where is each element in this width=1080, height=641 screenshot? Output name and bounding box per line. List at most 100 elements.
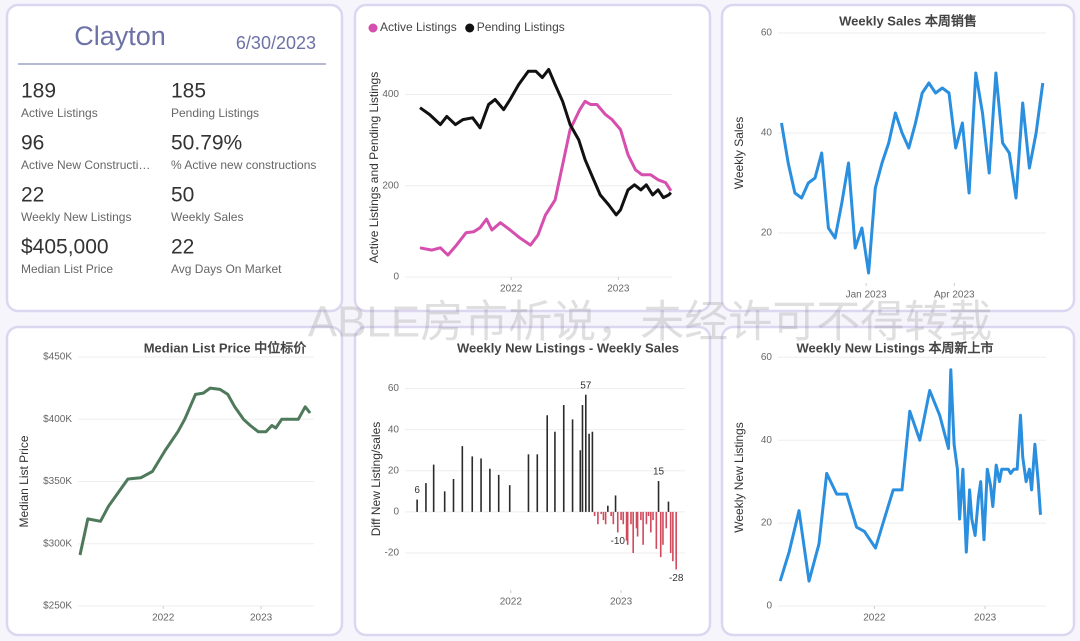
bar (588, 433, 590, 512)
bar (489, 468, 491, 512)
kpi-value: 185 (171, 80, 206, 103)
bar (642, 511, 644, 545)
new-listings-panel (720, 325, 1076, 637)
diff-panel (353, 325, 712, 637)
bar (625, 511, 628, 541)
bar (645, 511, 648, 525)
series-line (778, 368, 1042, 583)
legend-marker (368, 23, 378, 33)
bar (630, 511, 632, 525)
bar (622, 511, 625, 525)
series-line (419, 67, 673, 217)
chart-title: Weekly New Listings 本周新上市 (797, 340, 994, 355)
bar (652, 511, 654, 521)
series-line (78, 386, 312, 556)
x-tick-label: 2022 (863, 613, 886, 624)
legend-label: Pending Listings (477, 20, 565, 34)
kpi-label: Avg Days On Market (171, 262, 282, 276)
bar (655, 511, 658, 549)
bar (597, 511, 599, 525)
bar (527, 454, 530, 512)
bar (662, 511, 664, 545)
bar (416, 499, 418, 512)
x-tick-label: 2022 (500, 597, 523, 608)
bar (640, 511, 642, 521)
y-axis-label: Median List Price (17, 435, 31, 527)
y-tick-label: 20 (761, 228, 773, 239)
bar (508, 485, 511, 512)
bar (620, 511, 622, 521)
bar (584, 394, 587, 512)
bar (554, 431, 556, 512)
y-tick-label: $350K (43, 476, 72, 487)
legend-marker (465, 23, 475, 33)
kpi-label: Median List Price (21, 262, 113, 276)
y-tick-label: $250K (43, 601, 72, 612)
bar (612, 511, 615, 525)
y-tick-label: $450K (43, 352, 72, 363)
y-tick-label: $300K (43, 538, 72, 549)
data-label: 15 (653, 467, 665, 478)
kpi-label: Active Listings (21, 106, 98, 120)
y-tick-label: 20 (388, 465, 400, 476)
bar (461, 446, 464, 512)
bar (571, 419, 574, 512)
x-tick-label: 2022 (500, 284, 523, 295)
city-title: Clayton (74, 21, 166, 51)
y-axis-label: Weekly Sales (732, 117, 746, 189)
bar (667, 501, 670, 512)
bar (536, 454, 539, 512)
bar (650, 511, 652, 533)
y-axis-label: Active Listings and Pending Listings (367, 72, 381, 263)
series-line (780, 71, 1045, 275)
legend-label: Active Listings (380, 20, 457, 34)
data-label: -28 (669, 573, 684, 584)
x-tick-label: Apr 2023 (934, 290, 975, 301)
bar (657, 481, 660, 512)
kpi-label: Active New Constructi… (21, 158, 150, 172)
bar (562, 405, 565, 512)
series-line (419, 99, 673, 257)
bar (591, 431, 594, 512)
chart-title: Weekly Sales 本周销售 (839, 13, 977, 28)
bar (647, 511, 650, 516)
bar (665, 511, 668, 529)
kpi-value: $405,000 (21, 236, 109, 259)
bar (546, 415, 549, 512)
bar (600, 511, 603, 514)
x-tick-label: Jan 2023 (846, 290, 888, 301)
chart-title: Weekly New Listings - Weekly Sales (457, 340, 679, 355)
y-tick-label: 40 (761, 128, 773, 139)
listings-panel (353, 3, 712, 313)
watermark: ABLE房市析说，未经许可不得转载 (308, 298, 993, 347)
bar (607, 505, 609, 512)
bar (616, 511, 619, 533)
x-tick-label: 2023 (250, 613, 273, 624)
bar (610, 511, 612, 516)
kpi-label: Weekly Sales (171, 210, 243, 224)
kpi-value: 22 (171, 236, 194, 259)
kpi-value: 50.79% (171, 132, 242, 155)
y-tick-label: 0 (393, 507, 399, 518)
bar (659, 511, 662, 558)
y-tick-label: 40 (761, 435, 773, 446)
y-tick-label: $400K (43, 414, 72, 425)
y-axis-label: Weekly New Listings (732, 422, 746, 532)
bar (432, 464, 435, 512)
y-tick-label: 60 (761, 28, 773, 39)
x-tick-label: 2023 (610, 597, 633, 608)
y-tick-label: 20 (761, 518, 773, 529)
bar (497, 474, 500, 512)
bar (675, 511, 677, 570)
bar (581, 405, 584, 512)
bar (626, 511, 629, 545)
x-tick-label: 2023 (974, 613, 997, 624)
bar (635, 511, 638, 529)
y-tick-label: 200 (382, 180, 399, 191)
y-axis-label: Diff New Listing/sales (369, 422, 383, 537)
bar (604, 511, 607, 525)
x-tick-label: 2023 (607, 284, 630, 295)
bar (471, 456, 474, 512)
